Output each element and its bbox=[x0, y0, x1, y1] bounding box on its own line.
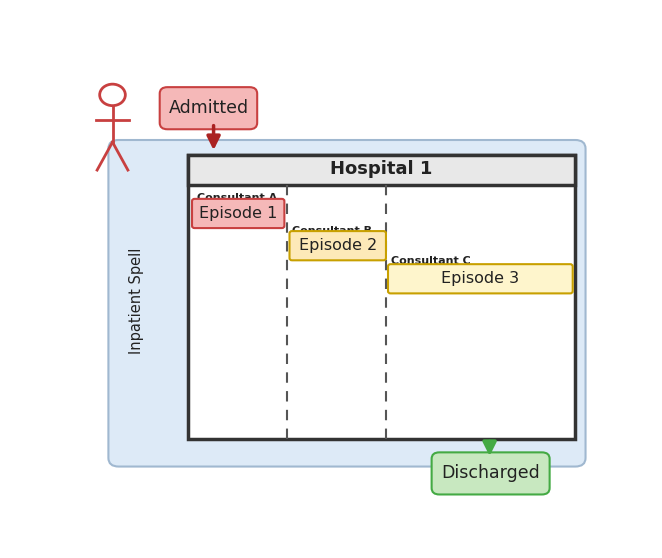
Text: Hospital 1: Hospital 1 bbox=[330, 160, 432, 178]
Bar bbox=[188, 155, 575, 439]
FancyBboxPatch shape bbox=[388, 264, 573, 294]
FancyBboxPatch shape bbox=[160, 87, 257, 129]
Text: Episode 2: Episode 2 bbox=[299, 238, 377, 253]
Text: Discharged: Discharged bbox=[442, 464, 540, 483]
Bar bbox=[188, 155, 575, 185]
FancyBboxPatch shape bbox=[289, 231, 386, 260]
Text: Admitted: Admitted bbox=[168, 99, 248, 117]
Text: Consultant C: Consultant C bbox=[391, 256, 470, 266]
FancyBboxPatch shape bbox=[432, 453, 549, 494]
Text: Consultant A: Consultant A bbox=[197, 193, 277, 203]
Text: Consultant B: Consultant B bbox=[292, 226, 372, 236]
Text: Episode 1: Episode 1 bbox=[199, 206, 277, 221]
Text: Episode 3: Episode 3 bbox=[442, 271, 520, 286]
Text: Inpatient Spell: Inpatient Spell bbox=[129, 248, 144, 354]
FancyBboxPatch shape bbox=[109, 140, 586, 466]
FancyBboxPatch shape bbox=[192, 199, 285, 228]
